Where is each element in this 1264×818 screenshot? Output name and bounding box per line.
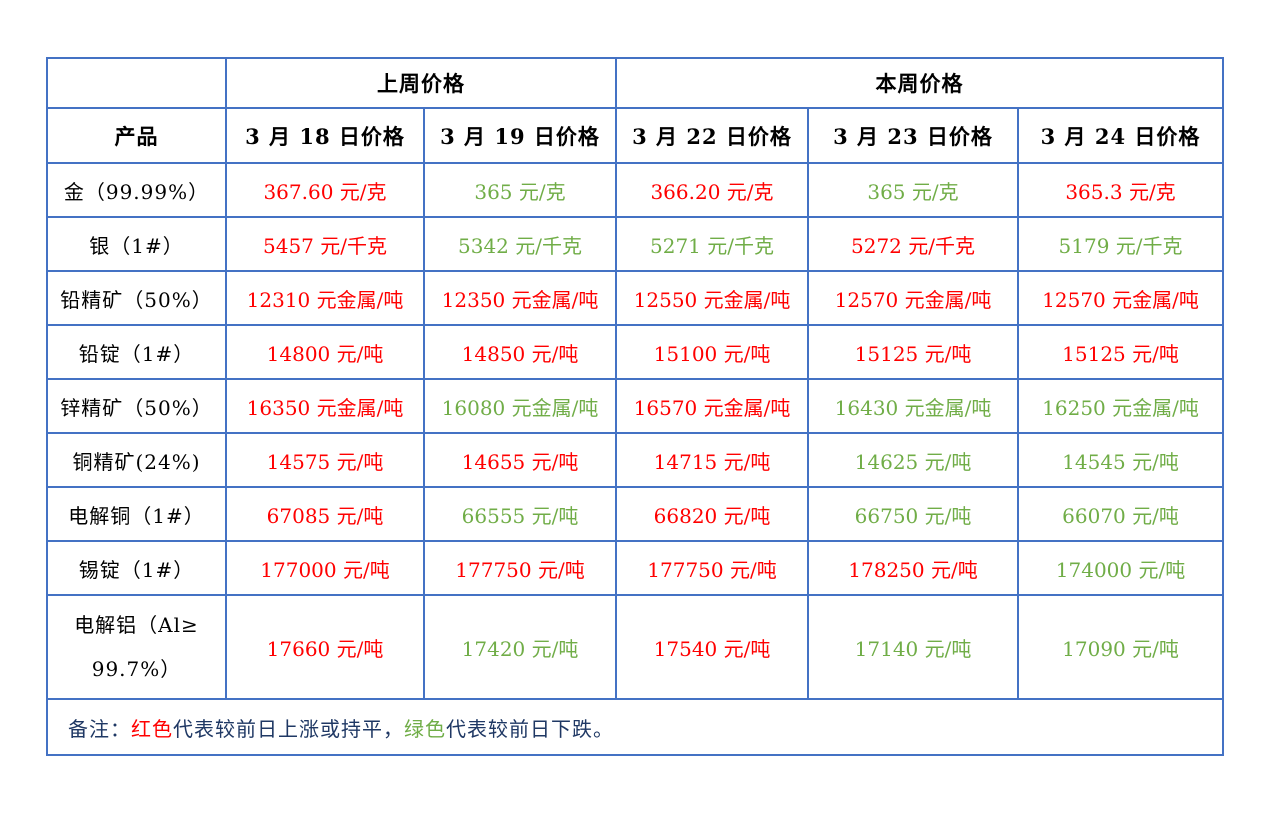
column-header-product: 产品 xyxy=(46,107,227,164)
price-cell: 16350 元金属/吨 xyxy=(225,378,425,434)
price-cell: 5271 元/千克 xyxy=(615,216,809,272)
price-cell: 174000 元/吨 xyxy=(1016,540,1225,596)
column-header-date-4: 3 月 23 日价格 xyxy=(807,107,1019,164)
price-cell: 66820 元/吨 xyxy=(615,486,809,542)
corner-cell xyxy=(46,57,227,109)
price-cell: 5179 元/千克 xyxy=(1016,216,1225,272)
price-cell: 17420 元/吨 xyxy=(423,594,617,700)
table-row-silver: 银（1#） 5457 元/千克 5342 元/千克 5271 元/千克 5272… xyxy=(46,216,1225,272)
price-cell: 15100 元/吨 xyxy=(615,324,809,380)
price-cell: 15125 元/吨 xyxy=(1016,324,1225,380)
group-header-this-week: 本周价格 xyxy=(614,57,1225,109)
price-cell: 5272 元/千克 xyxy=(807,216,1019,272)
price-cell: 14715 元/吨 xyxy=(615,432,809,488)
price-cell: 17540 元/吨 xyxy=(615,594,809,700)
price-cell: 14545 元/吨 xyxy=(1016,432,1225,488)
price-cell: 17140 元/吨 xyxy=(807,594,1019,700)
group-header-row: 上周价格 本周价格 xyxy=(46,57,1225,109)
column-header-date-3: 3 月 22 日价格 xyxy=(615,107,809,164)
column-header-date-2: 3 月 19 日价格 xyxy=(423,107,617,164)
price-cell: 14625 元/吨 xyxy=(807,432,1019,488)
price-cell: 16080 元金属/吨 xyxy=(423,378,617,434)
legend-note: 备注：红色代表较前日上涨或持平，绿色代表较前日下跌。 xyxy=(45,698,1225,756)
column-header-date-1: 3 月 18 日价格 xyxy=(225,107,425,164)
price-cell: 177750 元/吨 xyxy=(615,540,809,596)
price-cell: 16430 元金属/吨 xyxy=(807,378,1019,434)
price-cell: 66750 元/吨 xyxy=(807,486,1019,542)
note-row: 备注：红色代表较前日上涨或持平，绿色代表较前日下跌。 xyxy=(45,698,1225,756)
group-header-last-week: 上周价格 xyxy=(225,57,617,109)
price-cell: 12310 元金属/吨 xyxy=(225,270,425,326)
note-red-description: 代表较前日上涨或持平， xyxy=(173,716,404,741)
price-cell: 12570 元金属/吨 xyxy=(1016,270,1225,326)
product-label: 铅锭（1#） xyxy=(46,324,227,380)
product-label: 锌精矿（50%） xyxy=(46,378,227,434)
note-prefix: 备注： xyxy=(68,716,131,741)
price-cell: 16570 元金属/吨 xyxy=(615,378,809,434)
price-cell: 17660 元/吨 xyxy=(225,594,425,700)
price-cell: 177750 元/吨 xyxy=(423,540,617,596)
price-cell: 14800 元/吨 xyxy=(225,324,425,380)
price-cell: 16250 元金属/吨 xyxy=(1016,378,1225,434)
note-green-label: 绿色 xyxy=(404,716,446,741)
product-label: 电解铜（1#） xyxy=(46,486,227,542)
note-red-label: 红色 xyxy=(131,716,173,741)
price-cell: 367.60 元/克 xyxy=(225,162,425,218)
table-row-lead-concentrate: 铅精矿（50%） 12310 元金属/吨 12350 元金属/吨 12550 元… xyxy=(46,270,1225,326)
table-row-zinc-concentrate: 锌精矿（50%） 16350 元金属/吨 16080 元金属/吨 16570 元… xyxy=(46,378,1225,434)
product-label: 银（1#） xyxy=(46,216,227,272)
table-row-electrolytic-copper: 电解铜（1#） 67085 元/吨 66555 元/吨 66820 元/吨 66… xyxy=(46,486,1225,542)
price-cell: 66070 元/吨 xyxy=(1016,486,1225,542)
product-label: 铜精矿(24%) xyxy=(46,432,227,488)
price-cell: 67085 元/吨 xyxy=(225,486,425,542)
price-cell: 12550 元金属/吨 xyxy=(615,270,809,326)
price-cell: 365 元/克 xyxy=(423,162,617,218)
price-cell: 15125 元/吨 xyxy=(807,324,1019,380)
column-header-row: 产品 3 月 18 日价格 3 月 19 日价格 3 月 22 日价格 3 月 … xyxy=(46,107,1225,164)
price-cell: 177000 元/吨 xyxy=(225,540,425,596)
price-cell: 14655 元/吨 xyxy=(423,432,617,488)
product-label: 锡锭（1#） xyxy=(46,540,227,596)
price-cell: 14575 元/吨 xyxy=(225,432,425,488)
column-header-date-5: 3 月 24 日价格 xyxy=(1016,107,1225,164)
product-label: 金（99.99%） xyxy=(46,162,227,218)
price-cell: 5342 元/千克 xyxy=(423,216,617,272)
note-green-description: 代表较前日下跌。 xyxy=(446,716,614,741)
price-cell: 12570 元金属/吨 xyxy=(807,270,1019,326)
table-row-copper-concentrate: 铜精矿(24%) 14575 元/吨 14655 元/吨 14715 元/吨 1… xyxy=(46,432,1225,488)
price-cell: 365 元/克 xyxy=(807,162,1019,218)
price-cell: 17090 元/吨 xyxy=(1016,594,1225,700)
price-cell: 178250 元/吨 xyxy=(807,540,1019,596)
table-row-tin-ingot: 锡锭（1#） 177000 元/吨 177750 元/吨 177750 元/吨 … xyxy=(46,540,1225,596)
price-cell: 5457 元/千克 xyxy=(225,216,425,272)
price-cell: 14850 元/吨 xyxy=(423,324,617,380)
price-cell: 66555 元/吨 xyxy=(423,486,617,542)
table-row-lead-ingot: 铅锭（1#） 14800 元/吨 14850 元/吨 15100 元/吨 151… xyxy=(46,324,1225,380)
table-row-electrolytic-aluminum: 电解铝（Al≥ 99.7%） 17660 元/吨 17420 元/吨 17540… xyxy=(46,594,1225,700)
price-cell: 12350 元金属/吨 xyxy=(423,270,617,326)
product-label: 铅精矿（50%） xyxy=(46,270,227,326)
product-label: 电解铝（Al≥ 99.7%） xyxy=(46,594,227,700)
table-row-gold: 金（99.99%） 367.60 元/克 365 元/克 366.20 元/克 … xyxy=(46,162,1225,218)
price-cell: 365.3 元/克 xyxy=(1016,162,1225,218)
price-cell: 366.20 元/克 xyxy=(615,162,809,218)
metal-price-table: 上周价格 本周价格 产品 3 月 18 日价格 3 月 19 日价格 3 月 2… xyxy=(45,57,1225,756)
